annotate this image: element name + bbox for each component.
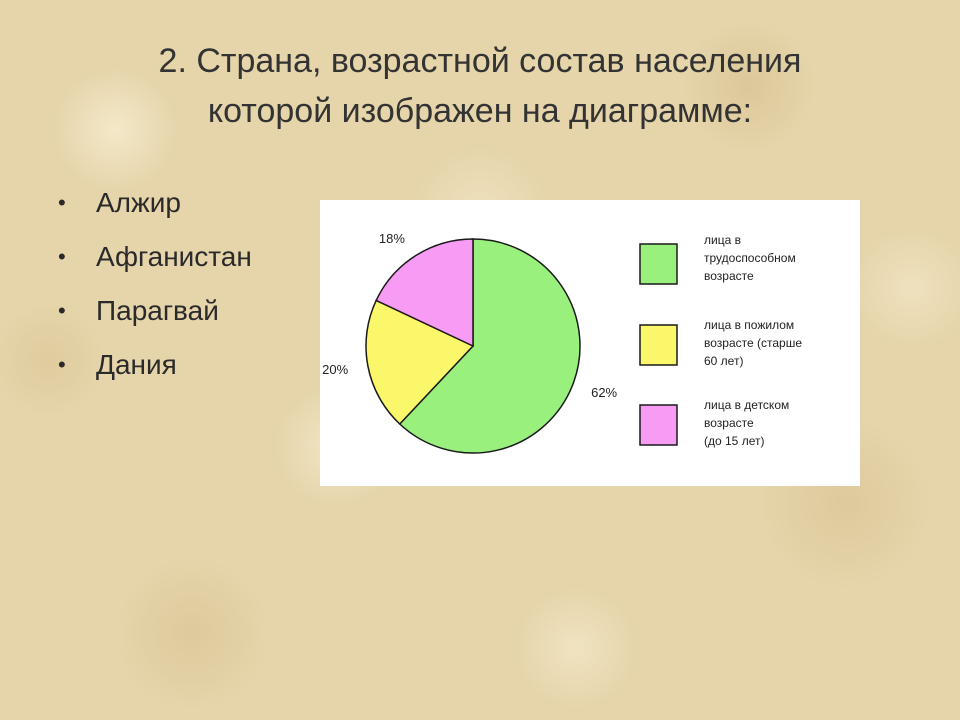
answer-option-label: Дания xyxy=(96,349,177,380)
answer-option-label: Алжир xyxy=(96,187,181,218)
answer-option-label: Парагвай xyxy=(96,295,219,326)
legend-line: возрасте xyxy=(704,269,754,283)
legend-swatch-working-age xyxy=(639,243,678,285)
pie-label-children: 18% xyxy=(379,231,405,246)
legend-line: лица в пожилом xyxy=(704,318,795,332)
legend-label-elderly: лица в пожилом возрасте (старше 60 лет) xyxy=(704,316,854,370)
bullet-icon: • xyxy=(58,298,66,323)
legend-line: трудоспособном xyxy=(704,251,796,265)
bullet-icon: • xyxy=(58,190,66,215)
pie-chart-panel: 62% 20% 18% лица в трудоспособном возрасте… xyxy=(320,200,860,486)
pie-slice-elderly xyxy=(365,299,475,426)
pie-slice-children xyxy=(375,238,474,348)
legend-line: (до 15 лет) xyxy=(704,434,765,448)
answer-option-afghanistan: • Афганистан xyxy=(58,230,252,284)
bullet-icon: • xyxy=(58,352,66,377)
pie-label-elderly: 20% xyxy=(322,362,348,377)
legend-line: лица в детском xyxy=(704,398,790,412)
slide-title-line-2: которой изображен на диаграмме: xyxy=(207,92,753,130)
answer-options-list: • Алжир • Афганистан • Парагвай • Дания xyxy=(58,176,252,392)
legend-line: 60 лет) xyxy=(704,354,744,368)
answer-option-denmark: • Дания xyxy=(58,338,252,392)
legend-label-working-age: лица в трудоспособном возрасте xyxy=(704,231,854,285)
answer-option-label: Афганистан xyxy=(96,241,252,272)
legend-label-children: лица в детском возрасте (до 15 лет) xyxy=(704,396,854,450)
pie-slice-working-age xyxy=(398,238,581,454)
slide-title: 2. Страна, возрастной состав населения к… xyxy=(0,36,960,136)
legend-line: возрасте xyxy=(704,416,754,430)
pie-chart: 62% 20% 18% xyxy=(322,231,678,454)
slide-title-line-1: 2. Страна, возрастной состав населения xyxy=(158,42,802,80)
bullet-icon: • xyxy=(58,244,66,269)
legend-line: лица в xyxy=(704,233,741,247)
legend-swatch-elderly xyxy=(639,324,678,366)
answer-option-algeria: • Алжир xyxy=(58,176,252,230)
pie-label-working-age: 62% xyxy=(591,385,617,400)
legend-line: возрасте (старше xyxy=(704,336,803,350)
answer-option-paraguay: • Парагвай xyxy=(58,284,252,338)
legend-swatch-children xyxy=(639,404,678,446)
